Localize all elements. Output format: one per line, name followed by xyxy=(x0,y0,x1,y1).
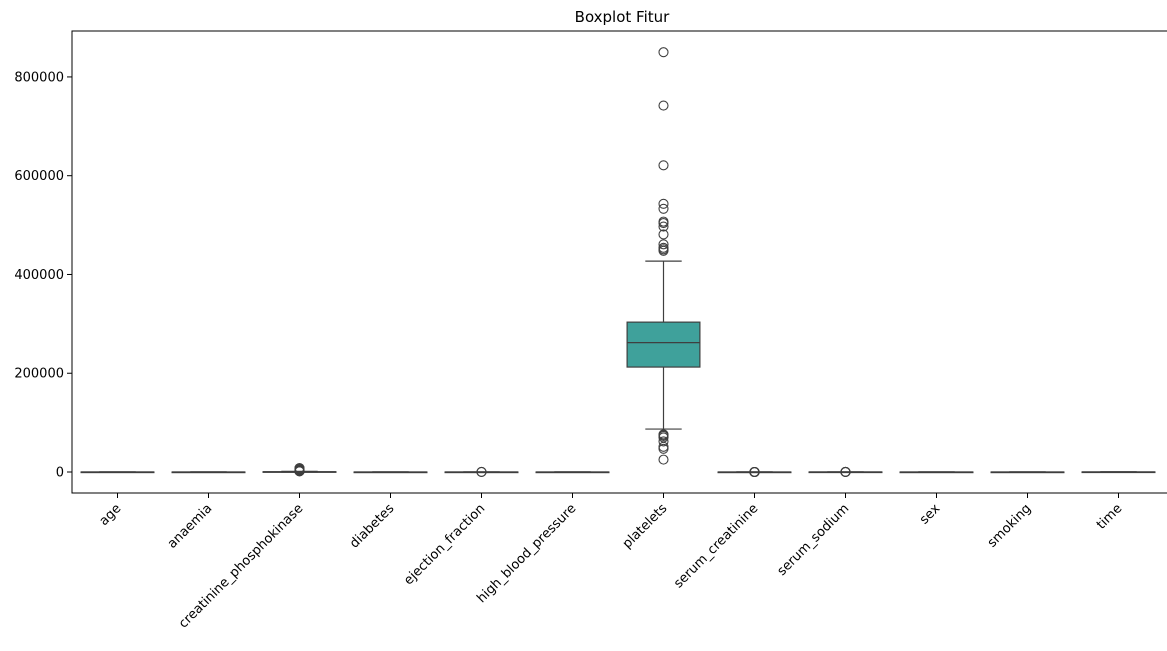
x-tick-label: diabetes xyxy=(347,501,397,551)
y-axis: 0 200000 400000 600000 800000 xyxy=(14,70,72,481)
outlier-point xyxy=(658,100,669,111)
outlier-point xyxy=(658,216,669,227)
y-tick-label: 200000 xyxy=(14,367,64,382)
x-tick-label: anaemia xyxy=(165,501,216,552)
boxes-layer xyxy=(80,47,1156,478)
outlier-point xyxy=(658,221,669,232)
box-group-creatinine_phosphokinase xyxy=(262,463,337,477)
y-tick-label: 800000 xyxy=(14,70,64,85)
outlier-point xyxy=(658,160,669,171)
box-group-smoking xyxy=(990,471,1065,474)
outlier-point xyxy=(476,466,487,478)
outlier-point xyxy=(658,203,669,214)
box-body xyxy=(626,321,701,368)
outlier-point xyxy=(658,454,669,465)
outlier-point xyxy=(658,229,669,240)
x-tick-label: ejection_fraction xyxy=(401,501,488,588)
x-tick-label: age xyxy=(97,501,125,529)
outlier-point xyxy=(294,463,305,474)
y-tick-label: 400000 xyxy=(14,268,64,283)
outlier-point xyxy=(658,436,669,447)
x-tick-label: smoking xyxy=(985,501,1035,551)
outlier-point xyxy=(749,466,760,478)
outlier-point xyxy=(658,198,669,209)
plot-frame xyxy=(71,30,1167,494)
outlier-point xyxy=(658,239,669,250)
box-group-high_blood_pressure xyxy=(535,471,610,474)
x-tick-label: serum_creatinine xyxy=(671,501,761,591)
box-group-serum_creatinine xyxy=(717,466,792,478)
chart-title: Boxplot Fitur xyxy=(575,8,670,26)
outlier-point xyxy=(658,242,669,253)
box-group-anaemia xyxy=(171,471,246,474)
box-group-sex xyxy=(899,471,974,474)
y-tick-label: 0 xyxy=(56,466,64,481)
outlier-point xyxy=(840,466,851,477)
box-group-time xyxy=(1081,471,1156,474)
x-tick-label: sex xyxy=(917,501,944,528)
outlier-point xyxy=(658,429,669,440)
outlier-point xyxy=(658,47,669,58)
x-tick-label: platelets xyxy=(620,501,671,552)
box-group-diabetes xyxy=(353,471,428,474)
x-tick-label: high_blood_pressure xyxy=(474,501,579,606)
x-tick-label: time xyxy=(1094,501,1125,532)
box-group-ejection_fraction xyxy=(444,466,519,478)
box-group-age xyxy=(80,471,155,474)
y-tick-label: 600000 xyxy=(14,169,64,184)
x-tick-label: serum_sodium xyxy=(775,501,853,579)
box-group-platelets xyxy=(626,47,701,465)
box-group-serum_sodium xyxy=(808,466,883,478)
outlier-point xyxy=(658,441,669,452)
